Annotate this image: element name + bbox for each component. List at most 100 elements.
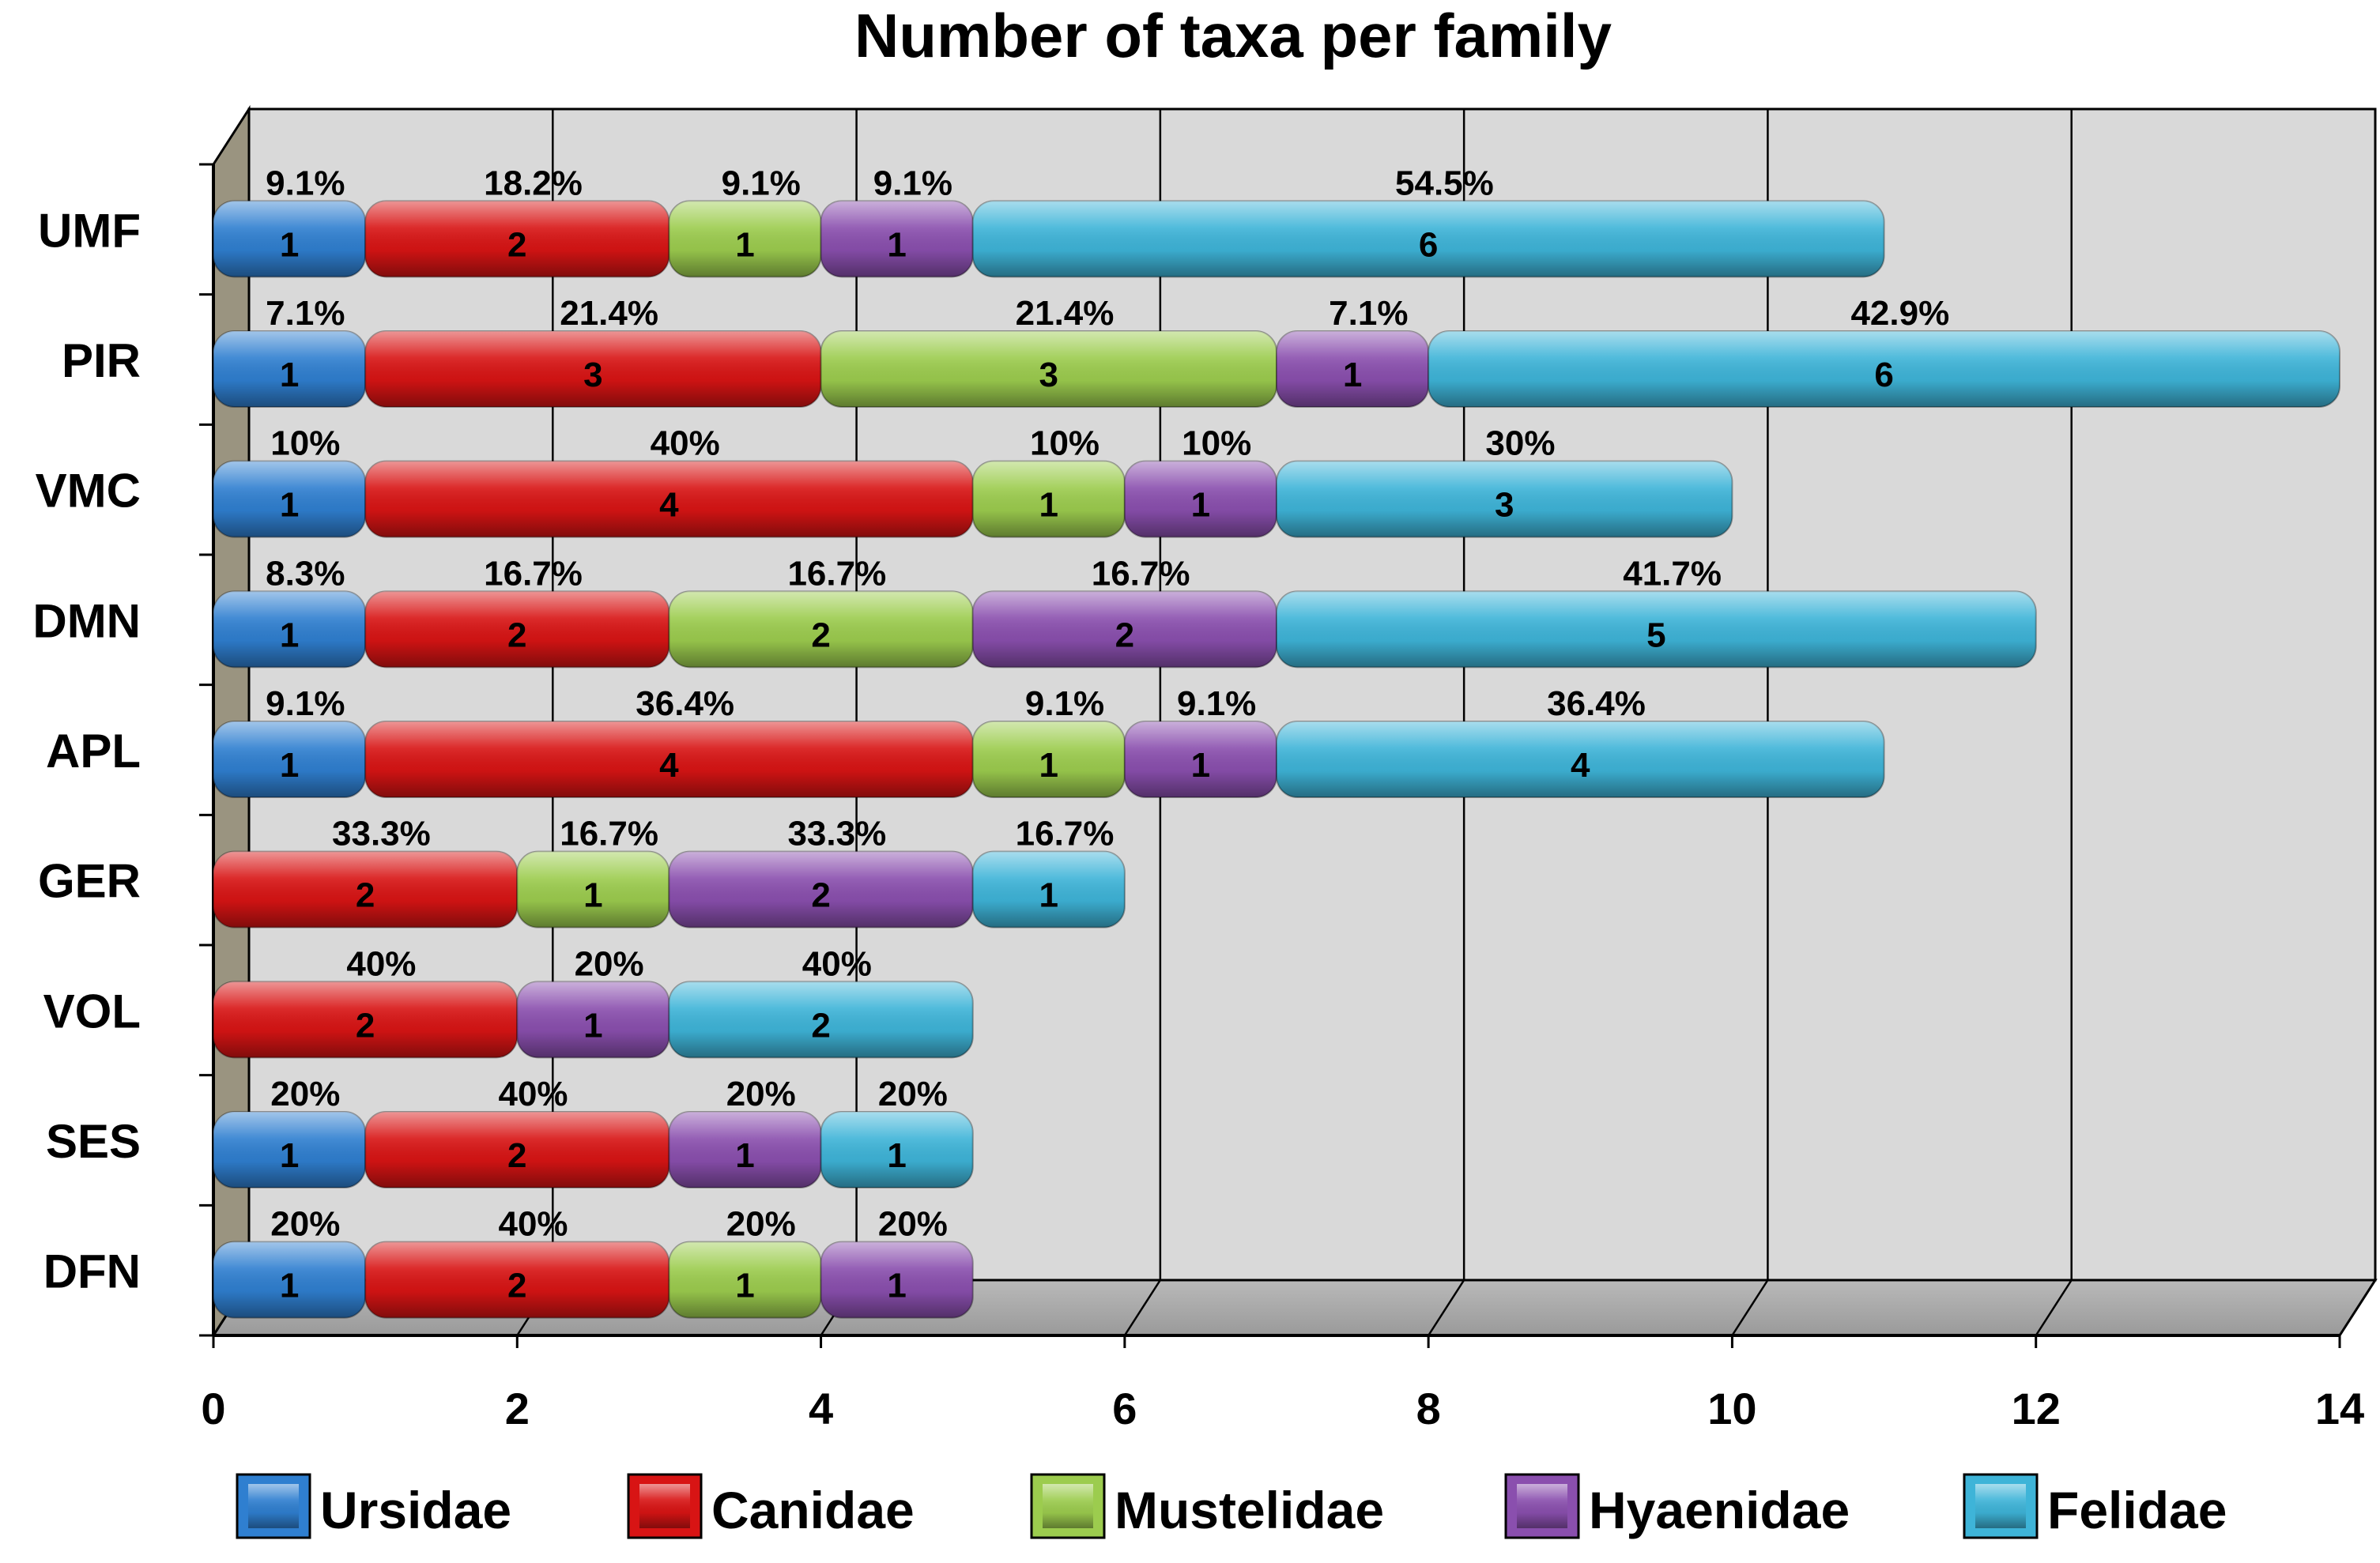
bar-segment-shine-umf-hyaenidae [820, 201, 973, 277]
bar-segment-ses-canidae [364, 1111, 670, 1188]
bar-segment-shine-dmn-canidae [365, 591, 669, 668]
segment-value-pir-ursidae: 1 [280, 356, 299, 394]
bar-segment-shine-vol-hyaenidae [517, 981, 669, 1058]
legend: Ursidae Canidae Mustelidae Hyaenidae Felidae [236, 1473, 2227, 1539]
bar-segment-umf-ursidae [213, 200, 367, 278]
floor-gridline-x-6 [1123, 1279, 1161, 1336]
bar-segment-shine-ses-felidae [820, 1112, 973, 1188]
bar-segment-dfn-hyaenidae [820, 1241, 974, 1319]
legend-label-canidae: Canidae [711, 1481, 915, 1539]
percent-label-dmn-ursidae: 8.3% [266, 554, 345, 593]
bar-segment-apl-hyaenidae [1123, 721, 1278, 798]
segment-value-ses-felidae: 1 [887, 1136, 906, 1175]
segment-value-apl-hyaenidae: 1 [1191, 746, 1210, 785]
bar-segment-shine-ses-canidae [365, 1112, 669, 1188]
bar-segment-ger-hyaenidae [668, 850, 974, 928]
bar-segment-vmc-ursidae [213, 460, 367, 538]
bar-segment-shine-dmn-ursidae [213, 591, 366, 668]
bar-segment-shine-apl-canidae [365, 721, 973, 797]
percent-label-vmc-ursidae: 10% [270, 424, 340, 463]
x-tick-label-8: 8 [1416, 1384, 1441, 1433]
bar-segment-dmn-canidae [364, 590, 670, 669]
x-tick-labels: 0 2 4 6 8 10 12 14 [201, 1384, 2364, 1433]
segment-value-apl-ursidae: 1 [280, 746, 299, 785]
bar-segment-vmc-felidae [1276, 460, 1733, 538]
floor-gridline-x-10 [1731, 1279, 1769, 1336]
segment-value-vol-canidae: 2 [356, 1006, 375, 1045]
bar-segment-shine-vmc-hyaenidae [1124, 461, 1277, 537]
bar-segment-shine-dmn-felidae [1277, 591, 2036, 668]
bar-segment-ger-felidae [971, 850, 1126, 928]
segment-value-umf-felidae: 6 [1419, 225, 1438, 264]
percent-label-apl-ursidae: 9.1% [266, 684, 345, 723]
percent-label-umf-ursidae: 9.1% [266, 164, 345, 202]
percent-label-vol-hyaenidae: 20% [575, 944, 644, 983]
bar-segment-pir-mustelidae [820, 330, 1277, 408]
category-label-ger: GER [38, 855, 141, 908]
category-label-ses: SES [46, 1115, 141, 1168]
bar-segment-shine-dmn-hyaenidae [972, 591, 1277, 668]
x-tick-label-2: 2 [505, 1384, 530, 1433]
legend-label-ursidae: Ursidae [320, 1481, 511, 1539]
bar-segments [213, 200, 2340, 1319]
bar-segment-vol-hyaenidae [516, 981, 670, 1059]
bar-segment-vol-felidae [668, 981, 974, 1059]
percent-label-pir-mustelidae: 21.4% [1016, 294, 1115, 333]
segment-value-ses-ursidae: 1 [280, 1136, 299, 1175]
percent-label-ger-hyaenidae: 33.3% [787, 815, 886, 853]
percent-label-vmc-canidae: 40% [651, 424, 720, 463]
segment-value-apl-mustelidae: 1 [1039, 746, 1058, 785]
bar-segment-shine-ger-canidae [213, 851, 518, 928]
legend-label-hyaenidae: Hyaenidae [1589, 1481, 1850, 1539]
legend-item-hyaenidae: Hyaenidae [1504, 1473, 1850, 1539]
legend-swatch-shine-ursidae [248, 1484, 299, 1528]
legend-label-felidae: Felidae [2047, 1481, 2227, 1539]
bar-segment-shine-dfn-hyaenidae [820, 1241, 973, 1318]
percent-label-dmn-felidae: 41.7% [1623, 554, 1722, 593]
segment-value-ger-hyaenidae: 2 [811, 876, 830, 915]
bar-segment-ger-canidae [213, 850, 519, 928]
bar-segment-vmc-hyaenidae [1123, 460, 1278, 538]
percent-label-dmn-canidae: 16.7% [484, 554, 583, 593]
percent-label-vmc-felidae: 30% [1485, 424, 1555, 463]
segment-value-umf-mustelidae: 1 [735, 225, 754, 264]
x-tick-label-10: 10 [1707, 1384, 1756, 1433]
segment-value-vol-hyaenidae: 1 [583, 1006, 602, 1045]
x-tick-label-0: 0 [201, 1384, 225, 1433]
bar-segment-shine-umf-felidae [972, 201, 1884, 277]
percent-label-dfn-hyaenidae: 20% [878, 1205, 948, 1244]
bar-segment-shine-ger-mustelidae [517, 851, 669, 928]
percent-label-ses-felidae: 20% [878, 1075, 948, 1113]
legend-item-canidae: Canidae [627, 1473, 915, 1539]
bar-segment-apl-ursidae [213, 721, 367, 798]
bar-segment-shine-ger-hyaenidae [669, 851, 973, 928]
segment-value-vmc-canidae: 4 [659, 486, 679, 525]
segment-value-vol-felidae: 2 [811, 1006, 830, 1045]
category-label-vmc: VMC [36, 465, 141, 518]
bar-segment-shine-apl-mustelidae [972, 721, 1125, 797]
category-label-pir: PIR [62, 334, 141, 387]
bar-segment-shine-dfn-mustelidae [669, 1241, 821, 1318]
category-label-vol: VOL [43, 985, 141, 1038]
percent-label-dfn-canidae: 40% [498, 1205, 568, 1244]
segment-value-dfn-hyaenidae: 1 [887, 1267, 906, 1305]
x-tick-label-12: 12 [2012, 1384, 2061, 1433]
bar-segment-shine-pir-ursidae [213, 331, 366, 407]
segment-value-pir-hyaenidae: 1 [1343, 356, 1362, 394]
bar-segment-shine-vmc-canidae [365, 461, 973, 537]
bar-segment-shine-apl-ursidae [213, 721, 366, 797]
bar-segment-shine-vol-canidae [213, 981, 518, 1058]
segment-value-dmn-canidae: 2 [507, 616, 526, 654]
bar-segment-shine-dfn-canidae [365, 1241, 669, 1318]
percent-label-ses-hyaenidae: 20% [726, 1075, 796, 1113]
bar-segment-shine-ses-ursidae [213, 1112, 366, 1188]
segment-value-vmc-hyaenidae: 1 [1191, 486, 1210, 525]
segment-value-vmc-mustelidae: 1 [1039, 486, 1058, 525]
segment-value-dmn-ursidae: 1 [280, 616, 299, 654]
legend-item-mustelidae: Mustelidae [1030, 1473, 1384, 1539]
segment-value-dmn-hyaenidae: 2 [1115, 616, 1134, 654]
bar-segment-shine-pir-felidae [1428, 331, 2340, 407]
bar-segment-ses-ursidae [213, 1111, 367, 1188]
